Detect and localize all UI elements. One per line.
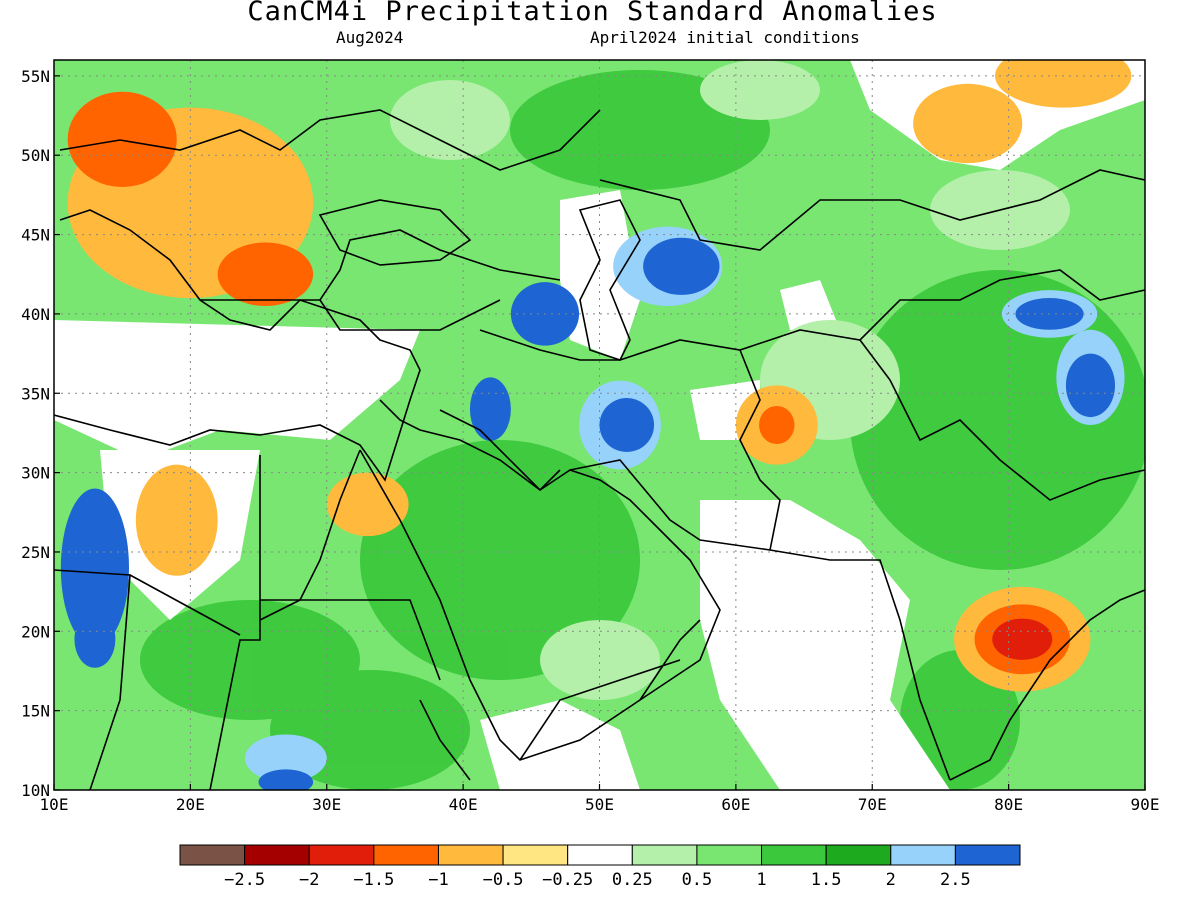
anomaly-region — [326, 472, 409, 537]
lon-tick-label: 30E — [312, 795, 341, 814]
initial-conditions: April2024 initial conditions — [590, 28, 860, 47]
coastlines — [54, 109, 1145, 790]
anomaly-region — [1065, 353, 1115, 418]
lat-tick-label: 35N — [21, 384, 50, 403]
map-title: CanCM4i Precipitation Standard Anomalies — [247, 0, 938, 27]
anomaly-region — [67, 91, 177, 187]
lat-tick-label: 10N — [21, 781, 50, 800]
colorbar-label: 0.25 — [612, 870, 653, 890]
lon-tick-label: 70E — [858, 795, 887, 814]
anomaly-region — [759, 405, 795, 445]
anomaly-region — [469, 377, 511, 441]
lon-tick-label: 20E — [176, 795, 205, 814]
anomaly-region — [244, 734, 327, 783]
lon-tick-label: 80E — [994, 795, 1023, 814]
colorbar-swatch — [308, 844, 375, 866]
colorbar-swatch — [567, 844, 633, 866]
colorbar-label: 2 — [886, 870, 896, 890]
anomaly-region — [913, 83, 1023, 164]
colorbar-label: −2.5 — [224, 870, 265, 890]
anomaly-region — [643, 237, 720, 295]
anomaly-region — [992, 618, 1053, 660]
lon-tick-label: 10E — [40, 795, 69, 814]
anomaly-region — [135, 464, 218, 576]
colorbar-swatch — [502, 844, 569, 866]
colorbar-label: 0.5 — [682, 870, 713, 890]
lat-tick-label: 40N — [21, 305, 50, 324]
lat-tick-label: 15N — [21, 702, 50, 721]
colorbar-swatch — [631, 844, 698, 866]
colorbar-swatch — [825, 844, 892, 866]
colorbar-label: −0.25 — [542, 870, 593, 890]
colorbar-swatch — [437, 844, 504, 866]
gridlines — [54, 60, 1145, 790]
colorbar-label: 1 — [756, 870, 766, 890]
lon-tick-label: 90E — [1131, 795, 1160, 814]
anomaly-region — [258, 769, 314, 790]
lon-tick-label: 50E — [585, 795, 614, 814]
colorbar-swatch — [761, 844, 827, 866]
colorbar-swatch — [373, 844, 439, 866]
colorbar-swatch — [179, 844, 246, 866]
lat-tick-label: 50N — [21, 146, 50, 165]
colorbar-label: 2.5 — [940, 870, 971, 890]
anomaly-region — [217, 242, 314, 306]
lat-tick-label: 20N — [21, 622, 50, 641]
latitude-ticks: 10N 15N 20N 25N 30N 35N 40N 45N 50N 55N — [21, 67, 60, 800]
colorbar-label: −0.5 — [483, 870, 524, 890]
anomaly-region — [995, 60, 1132, 108]
longitude-ticks: 10E 20E 30E 40E 50E 60E 70E 80E 90E — [40, 784, 1160, 814]
colorbar-label: −2 — [299, 870, 319, 890]
lat-tick-label: 30N — [21, 464, 50, 483]
colorbar-swatch — [954, 844, 1021, 866]
colorbar-swatch — [890, 844, 956, 866]
lon-tick-label: 60E — [721, 795, 750, 814]
lat-tick-label: 45N — [21, 226, 50, 245]
valid-month: Aug2024 — [336, 28, 404, 47]
colorbar-swatch — [244, 844, 310, 866]
slight-wet-zones — [390, 60, 1070, 700]
colorbar-label: −1.5 — [353, 870, 394, 890]
anomaly-region — [60, 488, 130, 648]
lon-tick-label: 40E — [449, 795, 478, 814]
colorbar-label: −1 — [428, 870, 448, 890]
colorbar-swatch — [696, 844, 763, 866]
colorbar-label: 1.5 — [811, 870, 842, 890]
colorbar: −2.5 −2 −1.5 −1 −0.5 −0.25 0.25 0.5 1 1.5 2 2.5 — [179, 844, 1021, 890]
lat-tick-label: 25N — [21, 543, 50, 562]
anomaly-region — [599, 398, 655, 452]
anomaly-region — [74, 610, 116, 668]
lat-tick-label: 55N — [21, 67, 50, 86]
